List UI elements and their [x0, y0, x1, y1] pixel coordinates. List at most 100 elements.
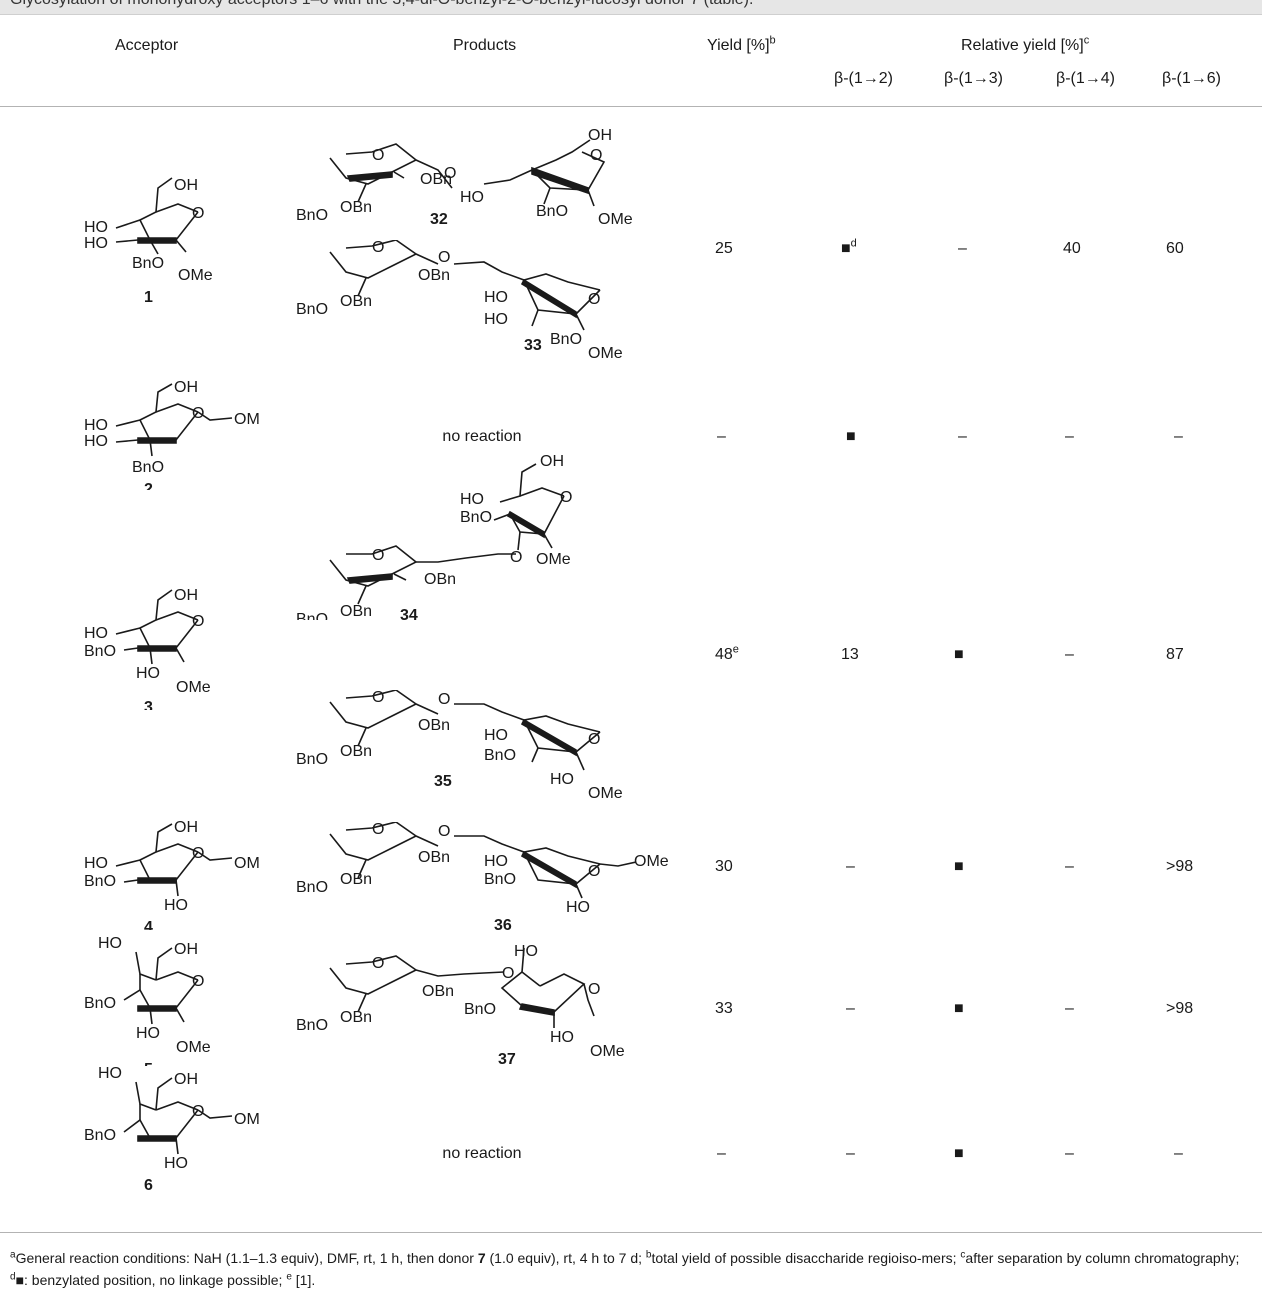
table-footnote: aGeneral reaction conditions: NaH (1.1–1…	[10, 1249, 1240, 1288]
svg-text:O: O	[560, 489, 572, 506]
svg-text:O: O	[192, 405, 204, 422]
row-2-products: no reaction	[442, 428, 522, 445]
svg-text:BnO: BnO	[296, 611, 328, 620]
svg-text:BnO: BnO	[484, 871, 516, 888]
product-37-structure: O HO OBn BnO OBn BnO HO OMe O O 37	[296, 943, 625, 1068]
svg-text:OMe: OMe	[178, 267, 213, 284]
svg-text:OMe: OMe	[590, 1043, 625, 1060]
svg-text:OH: OH	[174, 587, 198, 604]
svg-text:OH: OH	[174, 941, 198, 958]
product-36-structure: O OBn HO BnO OMe OBn BnO HO O O 36	[296, 822, 669, 932]
svg-text:BnO: BnO	[550, 331, 582, 348]
svg-text:2: 2	[144, 481, 153, 490]
row-2-b13: –	[958, 428, 967, 445]
svg-text:O: O	[510, 549, 522, 566]
header-relative-yield: Relative yield [%]c	[961, 35, 1089, 55]
svg-text:HO: HO	[550, 1029, 574, 1046]
svg-text:OH: OH	[174, 177, 198, 194]
svg-text:35: 35	[434, 773, 452, 790]
svg-text:BnO: BnO	[132, 459, 164, 476]
svg-text:O: O	[372, 547, 384, 564]
row-6-b14: –	[1065, 1145, 1074, 1162]
svg-text:O: O	[444, 165, 456, 182]
svg-text:OBn: OBn	[418, 849, 450, 866]
svg-text:O: O	[192, 845, 204, 862]
product-34-structure: OH HO BnO O O OMe OBn BnO OBn O 34	[296, 453, 572, 620]
svg-text:HO: HO	[550, 771, 574, 788]
svg-text:BnO: BnO	[484, 747, 516, 764]
svg-text:OMe: OMe	[176, 679, 211, 696]
svg-text:OBn: OBn	[340, 293, 372, 310]
svg-text:HO: HO	[98, 936, 122, 952]
acceptor-2-structure: OH HO HO O OMe BnO 2	[84, 380, 260, 490]
svg-text:HO: HO	[84, 433, 108, 450]
svg-text:O: O	[438, 823, 450, 840]
svg-text:O: O	[192, 205, 204, 222]
row-6-b13: ■	[954, 1145, 964, 1162]
row-2-b14: –	[1065, 428, 1074, 445]
svg-text:O: O	[372, 147, 384, 164]
header-yield-text: Yield [%]	[707, 37, 770, 54]
header-yield-sup: b	[769, 34, 776, 47]
svg-text:BnO: BnO	[296, 751, 328, 768]
product-35-structure: O OBn HO BnO BnO OBn HO OMe O O 35	[296, 690, 623, 800]
svg-text:HO: HO	[484, 727, 508, 744]
svg-text:OMe: OMe	[536, 551, 571, 568]
svg-text:BnO: BnO	[84, 1127, 116, 1144]
svg-text:O: O	[590, 147, 602, 164]
svg-text:OH: OH	[174, 820, 198, 836]
svg-text:OMe: OMe	[234, 855, 260, 872]
row-5-b13: ■	[954, 1000, 964, 1017]
svg-text:5: 5	[144, 1061, 153, 1066]
svg-text:O: O	[438, 249, 450, 266]
svg-text:BnO: BnO	[132, 255, 164, 272]
acceptor-5-structure: HO OH BnO O HO OMe 5	[84, 936, 211, 1066]
acceptor-1-structure: OH HO HO O BnO OMe 1	[84, 177, 213, 306]
svg-text:OH: OH	[540, 453, 564, 470]
svg-text:OBn: OBn	[340, 1009, 372, 1026]
row-4-b14: –	[1065, 858, 1074, 875]
row-5-b14: –	[1065, 1000, 1074, 1017]
svg-text:O: O	[588, 863, 600, 880]
svg-text:O: O	[588, 731, 600, 748]
product-33-structure: O OBn HO HO BnO OBn BnO OMe O O 33	[296, 240, 623, 362]
svg-text:BnO: BnO	[84, 873, 116, 890]
header-products: Products	[453, 37, 517, 54]
row-1-b16: 60	[1166, 240, 1184, 257]
row-6-yield: –	[717, 1145, 726, 1162]
row-2-b16: –	[1174, 428, 1183, 445]
svg-text:OBn: OBn	[418, 717, 450, 734]
svg-text:OBn: OBn	[418, 267, 450, 284]
row-1-b14: 40	[1063, 240, 1081, 257]
svg-text:O: O	[372, 690, 384, 706]
svg-text:OBn: OBn	[420, 171, 452, 188]
svg-text:O: O	[192, 973, 204, 990]
svg-text:BnO: BnO	[296, 879, 328, 896]
row-1-b13: –	[958, 240, 967, 257]
svg-text:HO: HO	[84, 235, 108, 252]
svg-text:HO: HO	[484, 311, 508, 328]
row-5-b12: –	[846, 1000, 855, 1017]
row-6-products: no reaction	[442, 1145, 522, 1162]
acceptor-3-structure: OH HO BnO O HO OMe 3	[84, 587, 211, 710]
svg-text:BnO: BnO	[296, 1017, 328, 1034]
table-caption: Glycosylation of monohydroxy acceptors 1…	[10, 0, 753, 9]
svg-text:OMe: OMe	[234, 1111, 260, 1128]
svg-text:OBn: OBn	[340, 871, 372, 888]
svg-text:OH: OH	[174, 380, 198, 396]
svg-text:BnO: BnO	[464, 1001, 496, 1018]
product-32-structure: O OH OBn HO BnO OBn BnO OMe O O 32	[296, 127, 633, 228]
svg-text:HO: HO	[136, 1025, 160, 1042]
svg-text:O: O	[372, 822, 384, 838]
svg-text:HO: HO	[566, 899, 590, 916]
header-relative-text: Relative yield [%]	[961, 37, 1084, 54]
row-5-b16: >98	[1166, 1000, 1194, 1017]
svg-text:3: 3	[144, 699, 153, 710]
acceptor-4-structure: OH HO BnO O OMe HO 4	[84, 820, 260, 930]
svg-text:OBn: OBn	[340, 743, 372, 760]
svg-text:33: 33	[524, 337, 542, 354]
svg-text:HO: HO	[484, 853, 508, 870]
row-3-b16: 87	[1166, 646, 1184, 663]
svg-text:OMe: OMe	[176, 1039, 211, 1056]
row-1-b12: ■d	[841, 237, 857, 257]
